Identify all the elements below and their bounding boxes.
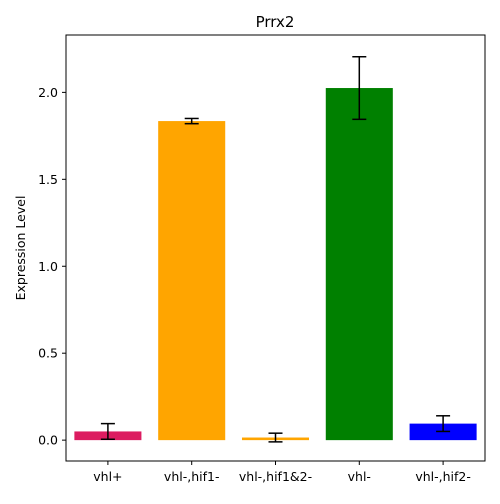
y-tick-label-1: 0.5 (38, 346, 58, 361)
x-tick-label-0: vhl+ (93, 469, 122, 484)
bar-1 (158, 121, 226, 441)
plot-frame (65, 34, 486, 462)
x-tick-label-4: vhl-,hif2- (415, 469, 471, 484)
y-axis-title: Expression Level (13, 196, 28, 301)
chart-title: Prrx2 (256, 13, 295, 31)
x-tick-label-2: vhl-,hif1&2- (239, 469, 312, 484)
plot-area: vhl+ vhl-,hif1- vhl-,hif1&2- vhl-vhl-,hif2-… (38, 34, 486, 484)
y-tick-label-0: 0.0 (38, 433, 58, 448)
x-tick-label-3: vhl- (348, 469, 371, 484)
y-tick-label-4: 2.0 (38, 85, 58, 100)
y-tick-label-2: 1.0 (38, 259, 58, 274)
y-tick-label-3: 1.5 (38, 172, 58, 187)
x-tick-label-1: vhl-,hif1- (164, 469, 220, 484)
bar-3 (325, 88, 393, 441)
